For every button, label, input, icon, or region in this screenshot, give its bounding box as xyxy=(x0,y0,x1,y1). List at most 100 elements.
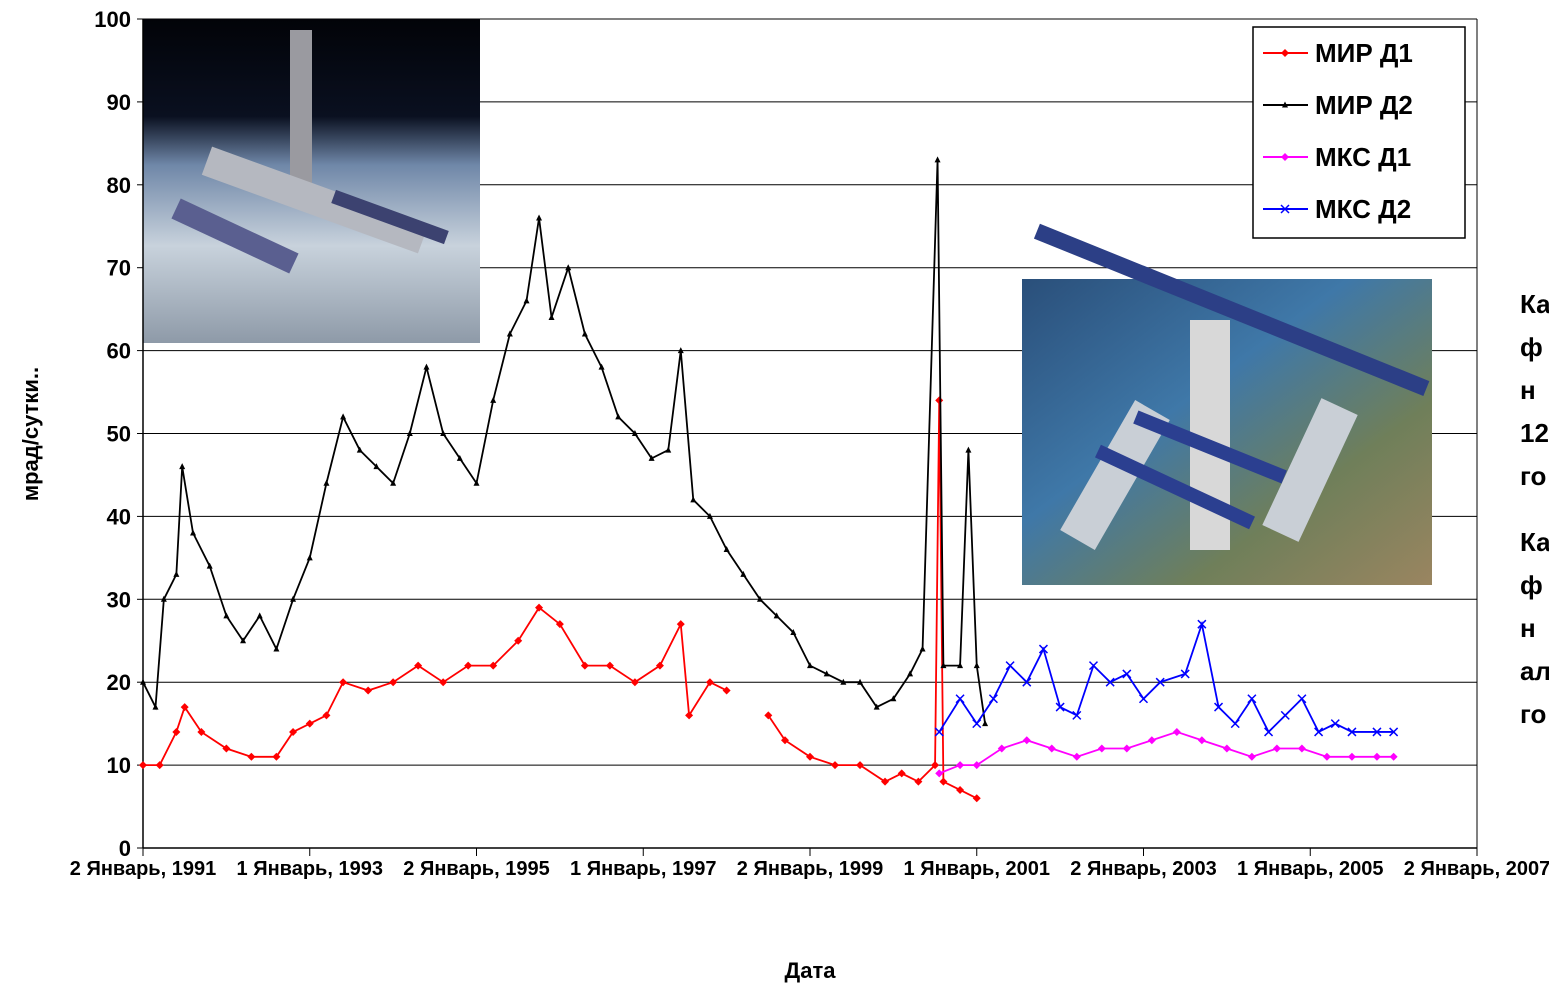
data-point xyxy=(982,720,988,726)
data-point xyxy=(1298,695,1306,703)
data-point xyxy=(1123,745,1131,753)
data-point xyxy=(1140,695,1148,703)
data-point xyxy=(247,753,255,761)
data-point xyxy=(973,720,981,728)
side-text-line: ф xyxy=(1520,326,1549,369)
data-point xyxy=(965,447,971,453)
data-point xyxy=(536,214,542,220)
side-text-line: го xyxy=(1520,455,1549,498)
x-tick-label: 1 Январь, 2001 xyxy=(902,856,1052,882)
data-point xyxy=(179,463,185,469)
legend-label: МИР Д2 xyxy=(1315,90,1413,120)
side-paragraph: Кафналго xyxy=(1520,521,1549,736)
page: {"chart_data": {"type": "line", "ylabel"… xyxy=(0,0,1549,994)
y-tick-label: 10 xyxy=(107,753,131,778)
data-point xyxy=(1315,728,1323,736)
side-text-line: го xyxy=(1520,693,1549,736)
x-tick-label: 2 Январь, 2007 xyxy=(1402,856,1549,882)
y-axis-label: мрад/сутки.. xyxy=(18,367,43,501)
data-point xyxy=(307,554,313,560)
side-paragraph: Кафн12го xyxy=(1520,283,1549,498)
y-tick-label: 80 xyxy=(107,173,131,198)
data-point xyxy=(1323,753,1331,761)
data-point xyxy=(1223,745,1231,753)
x-tick-label: 2 Январь, 1999 xyxy=(735,856,885,882)
data-point xyxy=(615,413,621,419)
x-tick-label: 1 Январь, 1997 xyxy=(568,856,718,882)
data-point xyxy=(723,686,731,694)
data-point xyxy=(831,761,839,769)
mir-photo xyxy=(143,19,480,343)
data-point xyxy=(339,678,347,686)
data-point xyxy=(549,314,555,320)
y-tick-label: 100 xyxy=(94,7,131,32)
y-tick-label: 20 xyxy=(107,670,131,695)
data-point xyxy=(1273,745,1281,753)
data-point xyxy=(1231,720,1239,728)
data-point xyxy=(1373,753,1381,761)
data-point xyxy=(1248,753,1256,761)
x-axis-label: Дата xyxy=(785,958,837,983)
data-point xyxy=(1048,745,1056,753)
data-point xyxy=(1390,753,1398,761)
data-point xyxy=(1265,728,1273,736)
data-point xyxy=(898,769,906,777)
data-point xyxy=(935,396,943,404)
data-point xyxy=(935,769,943,777)
data-point xyxy=(1098,745,1106,753)
data-point xyxy=(935,156,941,162)
side-text-line: ал xyxy=(1520,650,1549,693)
data-point xyxy=(1281,711,1289,719)
series-line xyxy=(939,732,1393,773)
y-tick-label: 70 xyxy=(107,256,131,281)
data-point xyxy=(524,297,530,303)
data-point xyxy=(1173,728,1181,736)
data-point xyxy=(1023,736,1031,744)
data-point xyxy=(423,364,429,370)
data-point xyxy=(690,496,696,502)
data-point xyxy=(956,695,964,703)
data-point xyxy=(1148,736,1156,744)
data-point xyxy=(1331,720,1339,728)
data-point xyxy=(956,786,964,794)
side-text-line: Ка xyxy=(1520,521,1549,564)
data-point xyxy=(490,397,496,403)
data-point xyxy=(989,695,997,703)
data-point xyxy=(364,686,372,694)
data-point xyxy=(190,529,196,535)
data-point xyxy=(257,612,263,618)
data-point xyxy=(340,413,346,419)
data-point xyxy=(223,612,229,618)
data-point xyxy=(172,728,180,736)
side-text-line: н xyxy=(1520,607,1549,650)
data-point xyxy=(139,761,147,769)
legend-label: МИР Д1 xyxy=(1315,38,1413,68)
legend-label: МКС Д1 xyxy=(1315,142,1411,172)
series-line xyxy=(939,624,1393,732)
data-point xyxy=(939,778,947,786)
data-point xyxy=(156,761,164,769)
x-tick-label: 2 Январь, 1995 xyxy=(402,856,552,882)
data-point xyxy=(956,761,964,769)
data-point xyxy=(1073,753,1081,761)
y-tick-label: 30 xyxy=(107,587,131,612)
data-point xyxy=(974,662,980,668)
data-point xyxy=(173,571,179,577)
data-point xyxy=(1198,736,1206,744)
data-point xyxy=(920,646,926,652)
side-text-line: ф xyxy=(1520,564,1549,607)
data-point xyxy=(322,711,330,719)
data-point xyxy=(1348,753,1356,761)
chart: мрад/сутки.. Дата 0102030405060708090100… xyxy=(0,0,1549,994)
data-point xyxy=(1248,695,1256,703)
y-tick-label: 50 xyxy=(107,422,131,447)
legend-label: МКС Д2 xyxy=(1315,194,1411,224)
x-tick-label: 2 Январь, 2003 xyxy=(1069,856,1219,882)
x-tick-label: 1 Январь, 1993 xyxy=(235,856,385,882)
data-point xyxy=(1298,745,1306,753)
x-tick-label: 1 Январь, 2005 xyxy=(1235,856,1385,882)
data-point xyxy=(665,447,671,453)
x-tick-label: 2 Январь, 1991 xyxy=(68,856,218,882)
data-point xyxy=(1006,662,1014,670)
